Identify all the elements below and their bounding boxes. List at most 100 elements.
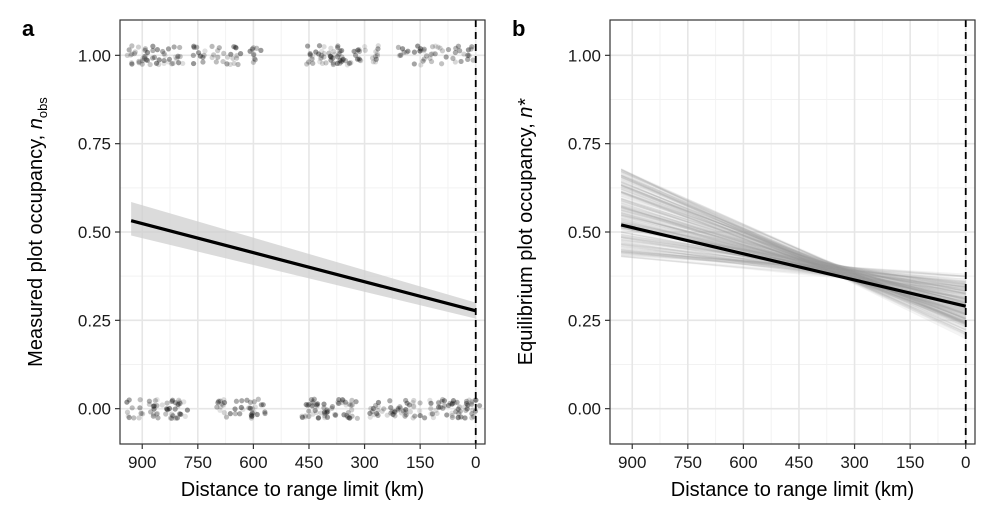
point-absent bbox=[306, 408, 312, 414]
point-present bbox=[156, 61, 162, 68]
posterior-line bbox=[621, 239, 966, 286]
y-tick-label: 0.25 bbox=[568, 311, 601, 330]
posterior-line bbox=[620, 216, 966, 300]
posterior-line bbox=[620, 181, 967, 325]
point-absent bbox=[306, 413, 312, 419]
point-present bbox=[330, 60, 336, 66]
point-absent bbox=[469, 415, 475, 421]
posterior-line bbox=[621, 234, 966, 284]
point-absent bbox=[322, 411, 328, 417]
point-absent bbox=[310, 411, 316, 417]
posterior-line bbox=[620, 212, 966, 314]
point-absent bbox=[151, 403, 157, 409]
posterior-line bbox=[620, 170, 967, 333]
posterior-line bbox=[620, 202, 966, 316]
point-absent bbox=[150, 411, 157, 417]
posterior-line bbox=[620, 177, 967, 326]
point-absent bbox=[131, 415, 137, 421]
posterior-line bbox=[620, 191, 966, 323]
x-axis-title: Distance to range limit (km) bbox=[181, 479, 424, 501]
posterior-line bbox=[621, 239, 966, 282]
point-present bbox=[395, 44, 402, 50]
point-present bbox=[173, 56, 180, 62]
point-absent bbox=[404, 400, 410, 406]
point-present bbox=[195, 50, 202, 56]
point-absent bbox=[137, 397, 143, 403]
posterior-line bbox=[620, 236, 966, 300]
posterior-line bbox=[620, 185, 966, 326]
point-absent bbox=[329, 404, 336, 410]
y-tick-label: 0.00 bbox=[78, 400, 111, 419]
point-present bbox=[457, 48, 463, 54]
posterior-line bbox=[620, 183, 966, 322]
posterior-line bbox=[620, 192, 966, 324]
point-present bbox=[427, 55, 433, 61]
point-present bbox=[151, 54, 158, 61]
posterior-line bbox=[620, 217, 966, 306]
point-absent bbox=[254, 411, 260, 418]
point-absent bbox=[349, 413, 355, 419]
point-present bbox=[129, 61, 135, 67]
point-present bbox=[161, 57, 167, 64]
point-absent bbox=[184, 407, 191, 413]
point-present bbox=[415, 43, 421, 49]
point-absent bbox=[246, 405, 252, 411]
point-present bbox=[469, 44, 475, 50]
posterior-line bbox=[620, 184, 966, 320]
point-absent bbox=[214, 404, 220, 410]
point-present bbox=[420, 58, 426, 64]
point-present bbox=[209, 43, 215, 50]
point-absent bbox=[435, 400, 442, 406]
point-present bbox=[337, 48, 343, 54]
posterior-line bbox=[621, 249, 966, 286]
point-absent bbox=[437, 404, 444, 410]
point-absent bbox=[462, 415, 468, 421]
point-absent bbox=[468, 400, 475, 406]
point-present bbox=[335, 43, 341, 49]
posterior-line bbox=[620, 168, 967, 335]
point-present bbox=[200, 54, 206, 61]
point-absent bbox=[313, 402, 320, 408]
point-present bbox=[124, 52, 130, 58]
point-present bbox=[328, 57, 334, 63]
point-absent bbox=[321, 409, 328, 415]
point-present bbox=[417, 48, 423, 54]
posterior-line bbox=[621, 242, 966, 294]
point-absent bbox=[375, 407, 381, 413]
point-absent bbox=[436, 399, 442, 405]
point-present bbox=[154, 47, 160, 53]
point-present bbox=[150, 47, 156, 54]
point-present bbox=[328, 54, 334, 60]
posterior-line bbox=[620, 206, 966, 314]
posterior-line bbox=[620, 170, 967, 323]
point-absent bbox=[175, 401, 181, 407]
point-absent bbox=[299, 413, 305, 419]
posterior-line bbox=[620, 168, 967, 338]
point-absent bbox=[370, 405, 376, 412]
point-absent bbox=[344, 412, 350, 419]
posterior-line bbox=[620, 174, 967, 320]
point-present bbox=[141, 53, 147, 60]
posterior-line bbox=[620, 224, 966, 295]
point-absent bbox=[381, 406, 387, 412]
point-present bbox=[142, 47, 148, 53]
point-present bbox=[370, 59, 376, 65]
posterior-line bbox=[620, 191, 966, 323]
point-absent bbox=[314, 403, 320, 409]
point-absent bbox=[417, 400, 423, 406]
point-absent bbox=[371, 412, 377, 418]
posterior-line bbox=[621, 251, 966, 285]
posterior-line bbox=[620, 175, 967, 330]
point-absent bbox=[412, 413, 418, 419]
point-present bbox=[140, 58, 146, 64]
point-present bbox=[194, 44, 200, 50]
point-absent bbox=[154, 411, 160, 417]
point-present bbox=[362, 47, 368, 53]
posterior-line bbox=[620, 222, 966, 303]
point-present bbox=[323, 60, 329, 66]
point-present bbox=[250, 45, 256, 51]
point-present bbox=[346, 60, 353, 66]
point-present bbox=[231, 44, 237, 50]
